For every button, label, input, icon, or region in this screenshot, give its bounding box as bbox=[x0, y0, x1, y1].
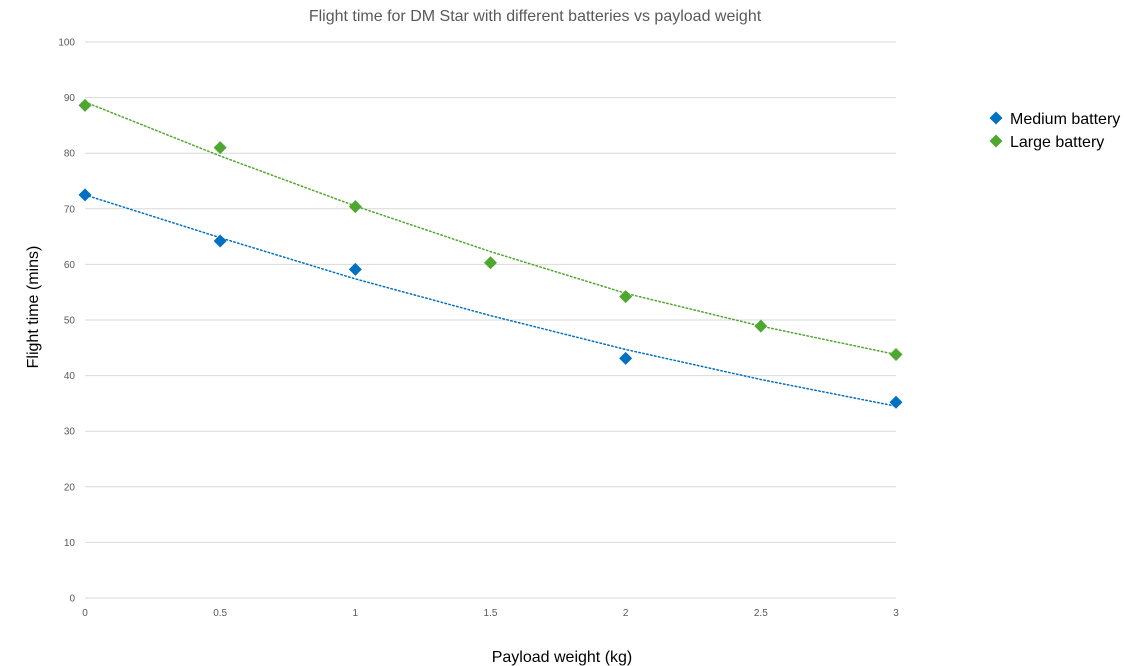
y-tick-label: 80 bbox=[64, 149, 76, 160]
data-point-medium-battery bbox=[619, 351, 633, 365]
x-tick-label: 2 bbox=[623, 608, 629, 619]
x-tick-labels: 0 0.5 1 1.5 2 2.5 3 bbox=[82, 608, 899, 619]
data-point-large-battery bbox=[484, 256, 497, 270]
x-tick-label: 0 bbox=[82, 608, 88, 619]
data-point-large-battery bbox=[619, 290, 633, 304]
trendline-large-battery bbox=[84, 101, 897, 356]
x-tick-label: 1 bbox=[353, 608, 359, 619]
x-tick-label: 2.5 bbox=[754, 608, 768, 619]
y-tick-label: 30 bbox=[64, 427, 76, 438]
y-tick-label: 10 bbox=[64, 538, 76, 549]
data-point-large-battery bbox=[78, 98, 92, 112]
y-tick-label: 90 bbox=[64, 93, 76, 104]
data-points bbox=[78, 98, 903, 409]
chart-title: Flight time for DM Star with different b… bbox=[309, 8, 762, 25]
legend-marker-large-battery bbox=[989, 134, 1003, 148]
data-point-medium-battery bbox=[889, 395, 903, 409]
x-axis-title: Payload weight (kg) bbox=[492, 649, 633, 666]
y-tick-label: 20 bbox=[64, 482, 76, 493]
data-point-medium-battery bbox=[78, 188, 92, 202]
x-tick-label: 1.5 bbox=[484, 608, 498, 619]
data-point-large-battery bbox=[889, 347, 903, 361]
y-tick-label: 50 bbox=[64, 316, 76, 327]
trendlines bbox=[84, 101, 897, 407]
data-point-medium-battery bbox=[348, 262, 362, 276]
y-tick-label: 60 bbox=[64, 260, 76, 271]
legend-label: Large battery bbox=[1010, 134, 1104, 151]
y-tick-label: 0 bbox=[69, 594, 75, 605]
data-point-large-battery bbox=[348, 200, 362, 214]
y-tick-labels: 0 10 20 30 40 50 60 70 80 90 100 bbox=[58, 38, 75, 605]
y-tick-label: 100 bbox=[58, 38, 75, 49]
data-point-large-battery bbox=[754, 319, 768, 333]
x-tick-label: 3 bbox=[893, 608, 899, 619]
gridlines bbox=[85, 41, 896, 599]
data-point-large-battery bbox=[213, 141, 227, 155]
data-point-medium-battery bbox=[213, 234, 227, 248]
legend-marker-medium-battery bbox=[989, 111, 1003, 125]
x-tick-label: 0.5 bbox=[213, 608, 227, 619]
y-tick-label: 40 bbox=[64, 371, 76, 382]
y-axis-title: Flight time (mins) bbox=[25, 246, 42, 369]
legend-label: Medium battery bbox=[1010, 111, 1120, 128]
legend: Medium battery Large battery bbox=[989, 111, 1120, 151]
trendline-medium-battery bbox=[84, 194, 897, 407]
y-tick-label: 70 bbox=[64, 204, 76, 215]
